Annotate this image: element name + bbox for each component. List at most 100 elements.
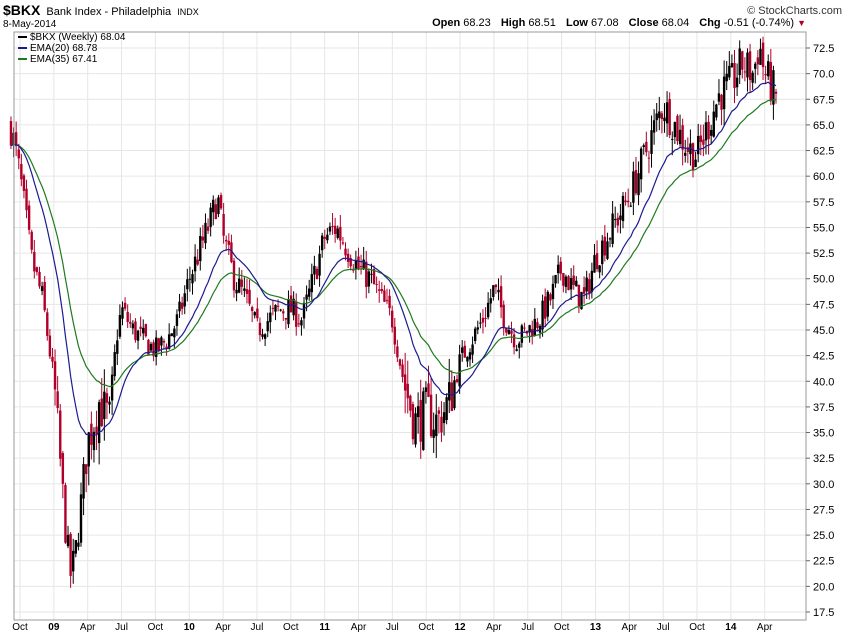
x-tick-label: 12 xyxy=(454,622,466,633)
candle-body xyxy=(372,269,376,285)
candle-body xyxy=(180,302,184,309)
candle-body xyxy=(40,286,44,291)
candle-body xyxy=(746,52,749,78)
candle-body xyxy=(704,122,708,141)
candle-body xyxy=(419,400,422,442)
candle-body xyxy=(712,111,715,137)
candle-body xyxy=(647,157,651,159)
candle-body xyxy=(266,321,269,332)
candle-body xyxy=(97,402,101,444)
candle-body xyxy=(196,259,199,265)
candle-body xyxy=(183,293,186,307)
candle-body xyxy=(720,94,723,110)
candle-body xyxy=(178,301,181,312)
candle-body xyxy=(761,42,765,68)
candle-body xyxy=(79,494,83,543)
candle-body xyxy=(432,429,435,438)
candle-body xyxy=(289,295,293,313)
candle-body xyxy=(287,299,290,325)
x-tick-label: Jul xyxy=(657,622,670,633)
candle-body xyxy=(199,236,202,262)
candle-body xyxy=(632,171,635,203)
candle-body xyxy=(595,253,599,270)
candle-body xyxy=(149,343,153,351)
symbol-label: $BKX xyxy=(3,2,41,18)
candle-body xyxy=(497,289,500,293)
candle-body xyxy=(237,278,241,293)
candle-body xyxy=(461,347,464,353)
candle-body xyxy=(263,334,267,339)
candle-body xyxy=(406,383,409,399)
candle-body xyxy=(551,283,555,300)
candle-body xyxy=(201,236,205,241)
grid-lines xyxy=(14,32,806,620)
candle-body xyxy=(64,485,67,543)
candle-body xyxy=(308,288,311,297)
candle-body xyxy=(748,51,752,81)
candle-body xyxy=(222,213,225,236)
candle-body xyxy=(110,374,114,401)
candle-body xyxy=(396,346,399,358)
y-tick-label: 72.5 xyxy=(813,43,834,55)
candle-body xyxy=(256,308,259,319)
candle-body xyxy=(357,256,360,269)
candle-body xyxy=(629,205,632,207)
candle-body xyxy=(437,410,441,414)
candle-body xyxy=(624,200,627,203)
candle-body xyxy=(245,289,249,294)
candle-body xyxy=(22,175,26,191)
candle-body xyxy=(136,330,140,341)
x-tick-label: 10 xyxy=(184,622,196,633)
candle-body xyxy=(621,195,625,222)
candle-body xyxy=(564,276,568,287)
candle-body xyxy=(728,65,731,78)
candle-body xyxy=(14,132,18,147)
ohlc-readout: Open 68.23 High 68.51 Low 67.08 Close 68… xyxy=(432,17,806,29)
candle-body xyxy=(188,278,192,280)
x-tick-label: Apr xyxy=(622,622,638,633)
ema20-line xyxy=(10,81,777,436)
candle-body xyxy=(590,270,594,293)
y-tick-label: 40.0 xyxy=(813,376,834,388)
candle-body xyxy=(554,274,557,284)
candle-body xyxy=(754,63,757,69)
candle-body xyxy=(328,226,332,232)
candle-body xyxy=(326,234,329,241)
candle-body xyxy=(730,63,734,68)
candle-body xyxy=(25,188,28,211)
candle-body xyxy=(388,295,391,309)
candle-body xyxy=(126,311,129,323)
candle-body xyxy=(505,328,508,333)
candle-body xyxy=(668,99,671,136)
candle-body xyxy=(17,149,20,159)
candle-body xyxy=(56,391,59,409)
candle-body xyxy=(473,328,477,341)
brand-logo[interactable]: © StockCharts.com xyxy=(747,5,842,17)
open-label: Open xyxy=(432,17,461,29)
index-name: Bank Index - Philadelphia xyxy=(46,6,172,18)
candle-body xyxy=(471,344,474,355)
y-tick-label: 55.0 xyxy=(813,222,834,234)
candle-body xyxy=(72,550,75,572)
candle-body xyxy=(46,312,49,336)
ema-lines xyxy=(10,81,777,436)
candle-body xyxy=(370,273,373,275)
candle-body xyxy=(678,129,682,145)
chg-value: -0.51 (-0.74%) xyxy=(723,17,795,29)
candle-body xyxy=(300,320,303,326)
candle-body xyxy=(774,91,778,94)
candle-body xyxy=(556,264,560,274)
candle-body xyxy=(339,226,342,241)
candle-body xyxy=(445,397,448,421)
candle-body xyxy=(650,130,653,154)
y-tick-label: 62.5 xyxy=(813,146,834,158)
candle-body xyxy=(575,280,578,287)
open-value: 68.23 xyxy=(463,17,491,29)
candle-body xyxy=(154,337,158,357)
y-tick-label: 37.5 xyxy=(813,402,834,414)
candle-body xyxy=(380,288,384,292)
candle-body xyxy=(375,283,378,285)
y-tick-label: 30.0 xyxy=(813,479,834,491)
